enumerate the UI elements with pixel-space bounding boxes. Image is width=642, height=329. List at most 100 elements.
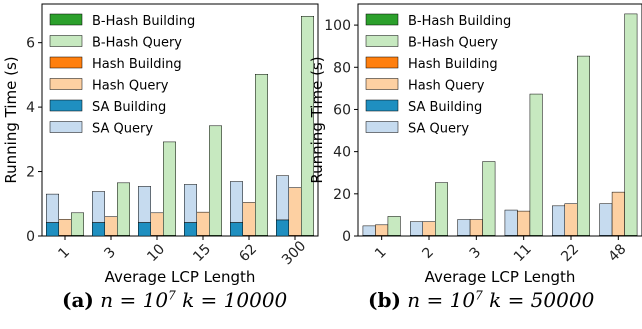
legend-swatch <box>49 99 83 112</box>
bar-b-hash-query-11 <box>529 93 543 236</box>
legend-swatch <box>365 99 399 112</box>
legend-label: B-Hash Building <box>92 14 195 29</box>
x-tick-label: 1 <box>372 244 390 262</box>
bar-sa-query-15 <box>184 184 197 223</box>
legend-label: Hash Building <box>92 57 182 72</box>
bar-hash-query-1 <box>375 224 389 236</box>
legend-label: SA Building <box>408 100 482 115</box>
legend-label: B-Hash Building <box>408 14 511 29</box>
y-tick-label: 4 <box>26 100 35 116</box>
y-tick-label: 0 <box>342 229 351 245</box>
bar-b-hash-query-1 <box>71 212 84 236</box>
bar-sa-query-48 <box>599 203 613 236</box>
bar-sa-query-2 <box>410 221 423 236</box>
x-tick-label: 48 <box>606 241 630 265</box>
legend-swatch <box>365 13 399 26</box>
caption-b-n: n = 10 <box>407 288 476 312</box>
x-tick-label: 10 <box>144 241 168 265</box>
bar-sa-building-300 <box>276 219 289 237</box>
bar-sa-building-3 <box>92 222 105 237</box>
caption-b-label: (b) <box>368 288 401 312</box>
y-tick-label: 40 <box>333 145 351 161</box>
bar-b-hash-query-300 <box>301 15 314 236</box>
bar-sa-query-62 <box>230 181 243 223</box>
x-tick-label: 3 <box>101 244 119 262</box>
bar-sa-query-22 <box>552 205 565 236</box>
bar-hash-query-15 <box>196 211 210 236</box>
legend-label: Hash Query <box>92 79 169 94</box>
y-tick-label: 2 <box>26 165 35 181</box>
bar-hash-query-3 <box>469 219 483 236</box>
bar-b-hash-query-10 <box>163 141 176 236</box>
bar-sa-query-10 <box>138 186 151 223</box>
plot-frame <box>41 3 319 237</box>
legend-swatch <box>49 121 83 133</box>
x-tick-label: 1 <box>55 244 73 262</box>
caption-a-n-exp: 7 <box>168 288 176 303</box>
bar-sa-building-15 <box>184 222 197 237</box>
legend-swatch <box>365 35 399 47</box>
bar-hash-query-3 <box>104 216 118 236</box>
x-tick-label: 2 <box>419 244 437 262</box>
bar-b-hash-query-2 <box>435 182 448 236</box>
bar-b-hash-query-48 <box>624 13 638 236</box>
bar-b-hash-query-22 <box>577 55 590 236</box>
legend-label: SA Query <box>92 122 153 137</box>
bar-sa-building-62 <box>230 222 243 237</box>
bar-hash-query-11 <box>517 210 531 236</box>
y-tick-label: 20 <box>333 187 351 203</box>
y-tick-label: 100 <box>324 18 351 34</box>
y-tick-label: 6 <box>26 36 35 52</box>
bar-sa-building-10 <box>138 222 151 237</box>
legend-swatch <box>49 13 83 26</box>
caption-a-k: k = 10000 <box>182 288 288 312</box>
bar-sa-query-3 <box>457 219 471 236</box>
y-tick-label: 0 <box>26 229 35 245</box>
x-tick-label: 22 <box>558 241 582 265</box>
x-tick-label: 3 <box>467 244 485 262</box>
bar-hash-query-10 <box>150 212 164 236</box>
legend-swatch <box>49 56 83 69</box>
legend-swatch <box>365 78 399 90</box>
bar-hash-query-300 <box>288 187 302 236</box>
legend-swatch <box>365 56 399 69</box>
bar-b-hash-query-62 <box>255 73 268 236</box>
bar-b-hash-query-3 <box>482 161 496 236</box>
bar-sa-query-300 <box>276 175 289 221</box>
y-tick-label: 80 <box>333 60 351 76</box>
bar-b-hash-query-15 <box>209 125 222 236</box>
caption-b: (b) n = 107 k = 50000 <box>368 288 594 312</box>
bar-hash-query-2 <box>422 221 436 236</box>
legend-label: Hash Query <box>408 79 485 94</box>
bar-sa-building-1 <box>46 222 59 237</box>
bar-b-hash-query-3 <box>117 182 130 236</box>
bar-hash-query-1 <box>58 218 72 236</box>
legend-label: Hash Building <box>408 57 498 72</box>
caption-b-n-exp: 7 <box>475 288 483 303</box>
caption-a: (a) n = 107 k = 10000 <box>62 288 287 312</box>
x-axis-label: Average LCP Length <box>425 268 576 286</box>
chart-b: 0 20 40 60 80 100 Running Time (s) Average LCP … <box>308 3 642 286</box>
legend-label: B-Hash Query <box>408 36 498 51</box>
bar-hash-query-48 <box>611 191 625 236</box>
legend-label: B-Hash Query <box>92 36 182 51</box>
x-tick-label: 11 <box>511 241 535 265</box>
bar-sa-query-1 <box>362 225 376 236</box>
y-tick-label: 60 <box>333 102 351 118</box>
legend-label: SA Building <box>92 100 166 115</box>
legend-label: SA Query <box>408 122 469 137</box>
bar-sa-query-11 <box>504 209 518 236</box>
y-axis-label: Running Time (s) <box>2 56 20 183</box>
legend-swatch <box>49 78 83 90</box>
bar-sa-query-1 <box>46 193 59 223</box>
x-tick-label: 62 <box>236 241 260 265</box>
x-axis-label: Average LCP Length <box>105 268 256 286</box>
caption-a-label: (a) <box>62 288 94 312</box>
caption-b-k: k = 50000 <box>489 288 595 312</box>
bar-b-hash-query-1 <box>387 216 401 236</box>
chart-a: 0 2 4 6 Running Time (s) Average LCP Length 1 3… <box>2 3 319 286</box>
x-tick-label: 300 <box>279 238 309 268</box>
caption-a-n: n = 10 <box>100 288 169 312</box>
bar-hash-query-62 <box>242 202 256 236</box>
